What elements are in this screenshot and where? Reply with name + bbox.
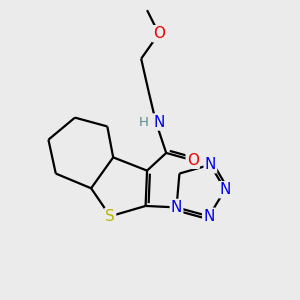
Text: S: S <box>105 209 115 224</box>
Text: O: O <box>153 26 165 41</box>
Text: N: N <box>205 157 216 172</box>
Text: H: H <box>139 116 148 128</box>
Text: O: O <box>187 153 199 168</box>
Text: N: N <box>153 115 164 130</box>
Text: N: N <box>219 182 231 197</box>
Text: N: N <box>203 209 214 224</box>
Text: N: N <box>171 200 182 215</box>
